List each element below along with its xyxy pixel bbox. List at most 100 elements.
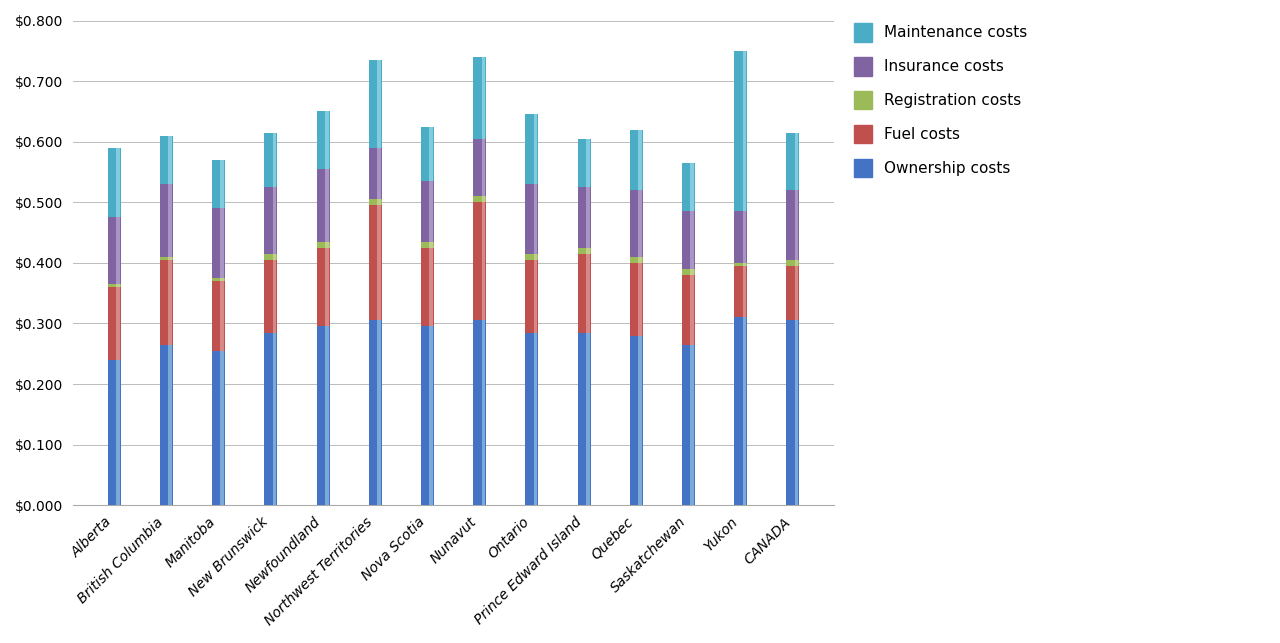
Bar bbox=[429, 327, 433, 505]
Bar bbox=[474, 139, 486, 196]
Bar bbox=[116, 148, 120, 217]
Bar bbox=[690, 163, 694, 212]
Bar bbox=[378, 205, 380, 320]
Bar bbox=[481, 139, 485, 196]
Bar bbox=[108, 284, 120, 287]
Bar bbox=[795, 190, 799, 260]
Bar bbox=[786, 266, 800, 320]
Bar bbox=[108, 217, 120, 284]
Bar bbox=[220, 281, 224, 350]
Bar bbox=[160, 257, 173, 260]
Bar bbox=[273, 132, 276, 187]
Bar bbox=[586, 332, 590, 505]
Bar bbox=[316, 327, 329, 505]
Bar bbox=[369, 199, 381, 205]
Bar bbox=[534, 114, 538, 184]
Bar bbox=[116, 287, 120, 360]
Bar bbox=[220, 160, 224, 208]
Bar bbox=[168, 184, 172, 257]
Bar bbox=[639, 336, 641, 505]
Bar bbox=[220, 278, 224, 281]
Bar bbox=[220, 350, 224, 505]
Bar bbox=[212, 281, 225, 350]
Bar bbox=[273, 260, 276, 332]
Bar bbox=[786, 320, 800, 505]
Bar bbox=[325, 327, 329, 505]
Bar bbox=[786, 260, 800, 266]
Bar bbox=[534, 332, 538, 505]
Bar bbox=[534, 254, 538, 260]
Bar bbox=[369, 148, 381, 199]
Bar bbox=[742, 266, 746, 318]
Bar bbox=[116, 284, 120, 287]
Bar bbox=[682, 269, 695, 275]
Bar bbox=[577, 139, 590, 187]
Bar bbox=[735, 51, 748, 212]
Bar bbox=[108, 360, 120, 505]
Bar bbox=[690, 275, 694, 345]
Bar bbox=[273, 254, 276, 260]
Bar bbox=[534, 260, 538, 332]
Bar bbox=[325, 111, 329, 169]
Bar bbox=[795, 260, 799, 266]
Bar bbox=[264, 132, 278, 187]
Bar bbox=[795, 320, 799, 505]
Bar bbox=[735, 266, 748, 318]
Bar bbox=[690, 345, 694, 505]
Bar bbox=[586, 187, 590, 248]
Bar bbox=[481, 196, 485, 203]
Bar bbox=[369, 320, 381, 505]
Bar bbox=[474, 196, 486, 203]
Bar bbox=[160, 136, 173, 184]
Bar bbox=[273, 187, 276, 254]
Bar bbox=[525, 184, 539, 254]
Bar bbox=[264, 332, 278, 505]
Bar bbox=[630, 257, 643, 263]
Bar bbox=[525, 260, 539, 332]
Bar bbox=[421, 181, 434, 242]
Bar bbox=[369, 60, 381, 148]
Bar bbox=[577, 248, 590, 254]
Bar bbox=[429, 248, 433, 327]
Bar bbox=[742, 51, 746, 212]
Bar bbox=[168, 345, 172, 505]
Bar bbox=[316, 242, 329, 248]
Bar bbox=[325, 242, 329, 248]
Bar bbox=[108, 287, 120, 360]
Bar bbox=[220, 208, 224, 278]
Bar bbox=[630, 263, 643, 336]
Bar bbox=[474, 320, 486, 505]
Bar bbox=[742, 318, 746, 505]
Bar bbox=[316, 111, 329, 169]
Bar bbox=[690, 212, 694, 269]
Bar bbox=[735, 318, 748, 505]
Bar bbox=[690, 269, 694, 275]
Bar bbox=[160, 260, 173, 345]
Bar bbox=[429, 127, 433, 181]
Bar bbox=[264, 260, 278, 332]
Bar bbox=[421, 127, 434, 181]
Bar bbox=[682, 275, 695, 345]
Bar bbox=[639, 263, 641, 336]
Bar bbox=[212, 350, 225, 505]
Bar bbox=[474, 203, 486, 320]
Bar bbox=[577, 254, 590, 332]
Bar bbox=[630, 129, 643, 190]
Bar bbox=[378, 320, 380, 505]
Bar bbox=[116, 360, 120, 505]
Bar bbox=[325, 169, 329, 242]
Bar bbox=[316, 248, 329, 327]
Bar bbox=[630, 336, 643, 505]
Bar bbox=[378, 148, 380, 199]
Bar bbox=[168, 257, 172, 260]
Bar bbox=[273, 332, 276, 505]
Bar bbox=[421, 327, 434, 505]
Bar bbox=[577, 187, 590, 248]
Bar bbox=[369, 205, 381, 320]
Bar bbox=[534, 184, 538, 254]
Bar bbox=[212, 278, 225, 281]
Bar bbox=[786, 132, 800, 190]
Bar bbox=[160, 345, 173, 505]
Bar bbox=[586, 139, 590, 187]
Bar bbox=[639, 129, 641, 190]
